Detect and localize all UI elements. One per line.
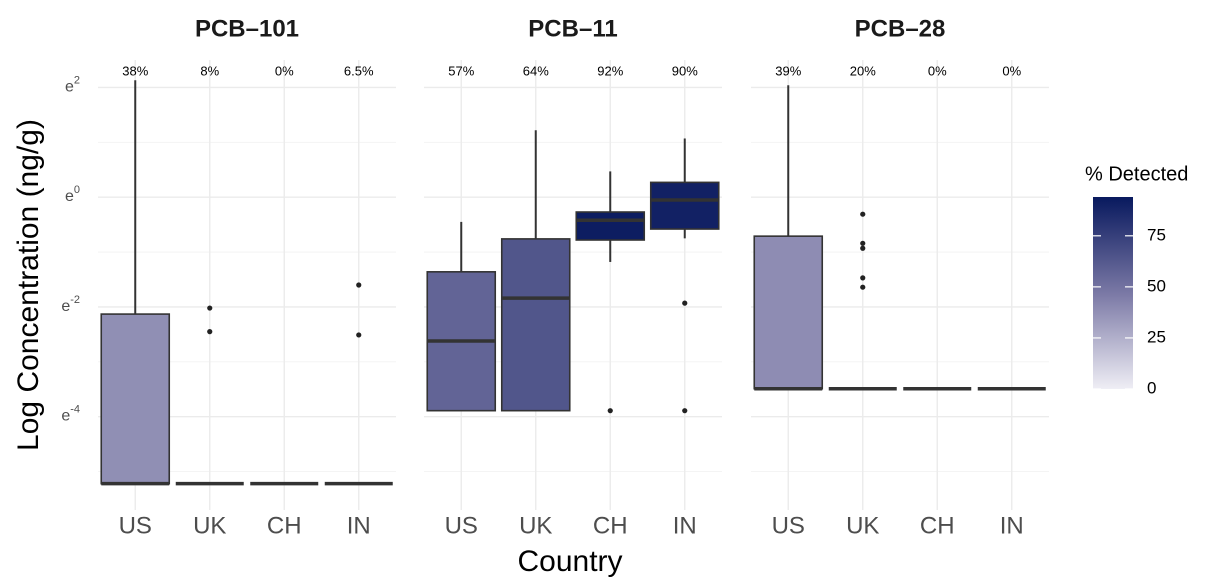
detected-label: 6.5% [344, 63, 374, 78]
x-tick-label: IN [347, 512, 371, 539]
box [100, 313, 171, 485]
box [753, 235, 824, 390]
detected-label: 64% [523, 63, 549, 78]
colorbar-label: 50 [1147, 276, 1166, 295]
y-tick-label: e-4 [61, 404, 80, 425]
legend-title: % Detected [1085, 163, 1188, 185]
outlier [207, 305, 213, 311]
box [649, 181, 720, 230]
y-tick-label: e-2 [61, 294, 80, 315]
colorbar-label: 25 [1147, 327, 1166, 346]
outlier [356, 332, 362, 338]
detected-label: 8% [200, 63, 219, 78]
x-tick-label: CH [920, 512, 955, 539]
detected-label: 90% [672, 63, 698, 78]
x-tick-label: IN [1000, 512, 1024, 539]
x-tick-label: UK [519, 512, 552, 539]
x-tick-label: CH [267, 512, 302, 539]
detected-label: 0% [275, 63, 294, 78]
outlier [356, 282, 362, 288]
detected-label: 38% [122, 63, 148, 78]
x-tick-label: UK [193, 512, 226, 539]
x-tick-label: US [119, 512, 152, 539]
outlier [860, 284, 866, 290]
box [575, 211, 646, 241]
y-axis-label: Log Concentration (ng/g) [12, 119, 45, 451]
outlier [860, 245, 866, 251]
x-tick-label: CH [593, 512, 628, 539]
outlier [607, 408, 613, 414]
outlier [860, 240, 866, 246]
x-axis-label: Country [517, 545, 622, 578]
x-tick-label: US [445, 512, 478, 539]
outlier [207, 329, 213, 335]
colorbar-label: 75 [1147, 225, 1166, 244]
box [500, 238, 571, 412]
y-tick-label: e2 [65, 74, 80, 95]
facet-title: PCB–28 [855, 15, 946, 42]
detected-label: 20% [850, 63, 876, 78]
x-tick-label: IN [673, 512, 697, 539]
facet-title: PCB–11 [528, 15, 617, 42]
x-tick-label: US [772, 512, 805, 539]
facet-title: PCB–101 [195, 15, 299, 42]
outlier [682, 408, 688, 414]
detected-label: 0% [1002, 63, 1021, 78]
y-tick-label: e0 [65, 184, 80, 205]
x-tick-label: UK [846, 512, 879, 539]
outlier [860, 211, 866, 217]
detected-label: 57% [448, 63, 474, 78]
detected-label: 92% [597, 63, 623, 78]
detected-label: 39% [775, 63, 801, 78]
colorbar [1093, 197, 1133, 389]
colorbar-label: 0 [1147, 378, 1156, 397]
outlier [860, 275, 866, 281]
detected-label: 0% [928, 63, 947, 78]
outlier [682, 300, 688, 306]
